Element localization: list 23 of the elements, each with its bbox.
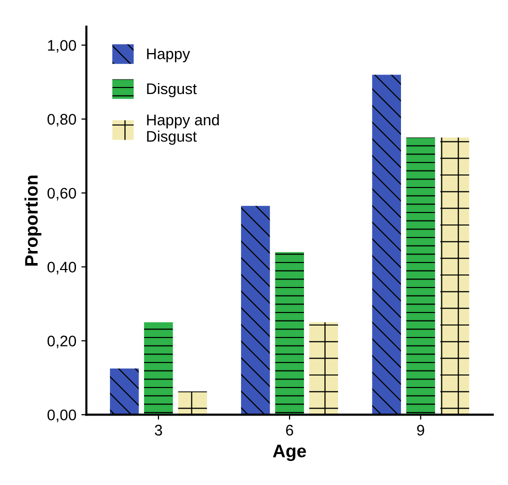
- y-axis-title: Proportion: [24, 176, 42, 266]
- bar: [372, 74, 401, 415]
- bar: [309, 322, 338, 415]
- x-tick-label: 3: [154, 424, 162, 436]
- x-axis-title: Age: [272, 444, 306, 462]
- bar: [275, 252, 304, 415]
- bar: [440, 138, 470, 415]
- y-tick-label: 0,20: [48, 336, 76, 348]
- y-tick-label: 0,60: [48, 188, 76, 200]
- x-tick-label: 9: [417, 424, 424, 436]
- y-tick-label: 0,40: [48, 262, 76, 274]
- bar: [144, 322, 173, 415]
- legend-label: Disgust: [147, 82, 197, 98]
- x-tick-label: 6: [286, 424, 294, 436]
- y-tick-label: 0,80: [48, 114, 76, 127]
- y-tick-label: 1,00: [48, 40, 76, 53]
- bar: [406, 138, 436, 415]
- legend-label: Happy and Disgust: [147, 114, 219, 145]
- bar: [110, 368, 139, 415]
- legend-label: Happy: [147, 48, 190, 62]
- bar: [241, 206, 270, 415]
- y-tick-label: 0,00: [48, 410, 76, 422]
- bar: [178, 391, 207, 415]
